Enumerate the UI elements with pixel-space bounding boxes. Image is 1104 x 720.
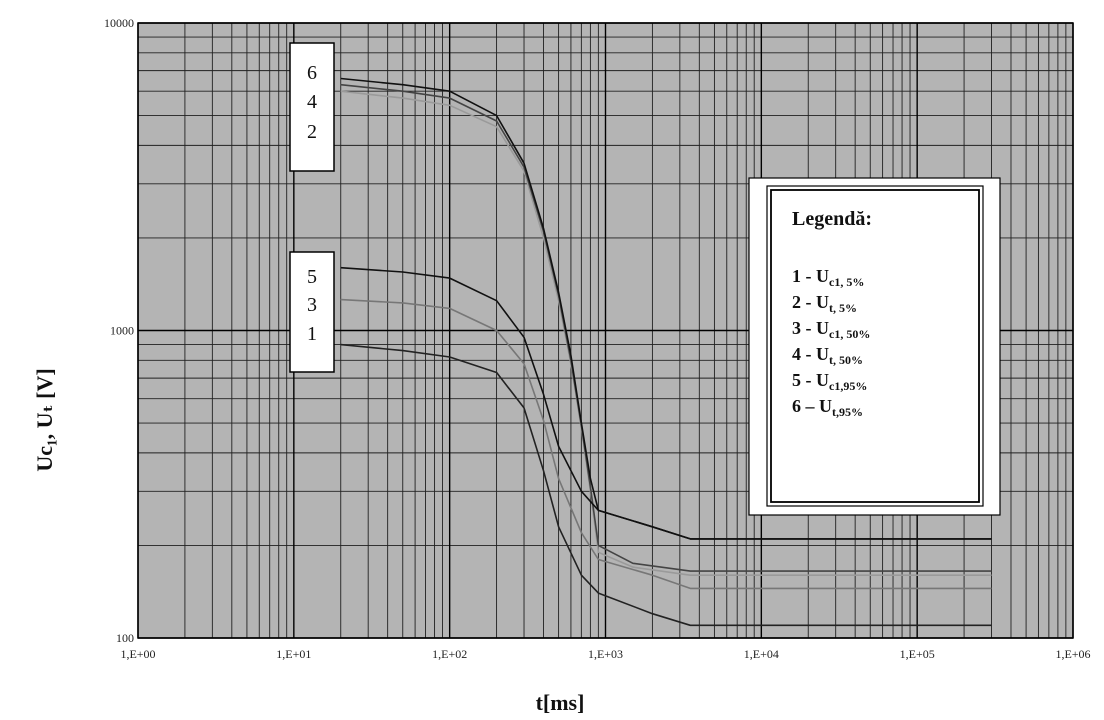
series-line-6 [340, 77, 992, 540]
y-tick-label: 100 [116, 631, 134, 645]
curve-label-2: 2 [307, 121, 317, 143]
series-line-3 [340, 298, 992, 590]
plot-border [137, 22, 1074, 639]
x-tick-label: 1,E+05 [900, 647, 935, 661]
legend-entry-6: 6 – Ut,95% [792, 396, 863, 419]
x-tick-label: 1,E+00 [120, 647, 155, 661]
y-tick-labels: 100 1000 10000 [104, 16, 134, 645]
curve-label-3: 3 [307, 294, 317, 316]
curve-label-4: 4 [307, 91, 317, 113]
legend-title: Legendă: [792, 208, 872, 230]
legend-entries: 1 - Uc1, 5% 2 - Ut, 5% 3 - Uc1, 50% 4 - Ut,… [792, 266, 870, 419]
legend-entry-4: 4 - Ut, 50% [792, 344, 863, 367]
series-line-2 [340, 90, 992, 576]
upper-curve-label-box: 6 4 2 [289, 42, 335, 172]
curve-label-5: 5 [307, 266, 317, 288]
y-axis-title: Uc₁, Uₜ [V] [32, 368, 57, 471]
legend-entry-5: 5 - Uc1,95% [792, 370, 867, 393]
x-axis-title: t[ms] [536, 690, 585, 715]
legend-entry-1: 1 - Uc1, 5% [792, 266, 864, 289]
x-tick-label: 1,E+01 [276, 647, 311, 661]
curve-label-6: 6 [307, 62, 317, 84]
x-tick-label: 1,E+04 [744, 647, 779, 661]
series-layer [340, 77, 992, 627]
y-tick-label: 10000 [104, 16, 134, 30]
x-tick-label: 1,E+02 [432, 647, 467, 661]
x-tick-labels: 1,E+00 1,E+01 1,E+02 1,E+03 1,E+04 1,E+05 1,E+… [120, 647, 1090, 661]
series-line-1 [340, 343, 992, 627]
y-tick-label: 1000 [110, 324, 134, 338]
curve-label-1: 1 [307, 323, 317, 345]
legend-entry-3: 3 - Uc1, 50% [792, 318, 870, 341]
lower-curve-label-box: 5 3 1 [289, 251, 335, 373]
x-tick-label: 1,E+03 [588, 647, 623, 661]
x-tick-label: 1,E+06 [1055, 647, 1090, 661]
legend: Legendă: 1 - Uc1, 5% 2 - Ut, 5% 3 - Uc1, 5… [748, 177, 1001, 516]
legend-entry-2: 2 - Ut, 5% [792, 292, 857, 315]
